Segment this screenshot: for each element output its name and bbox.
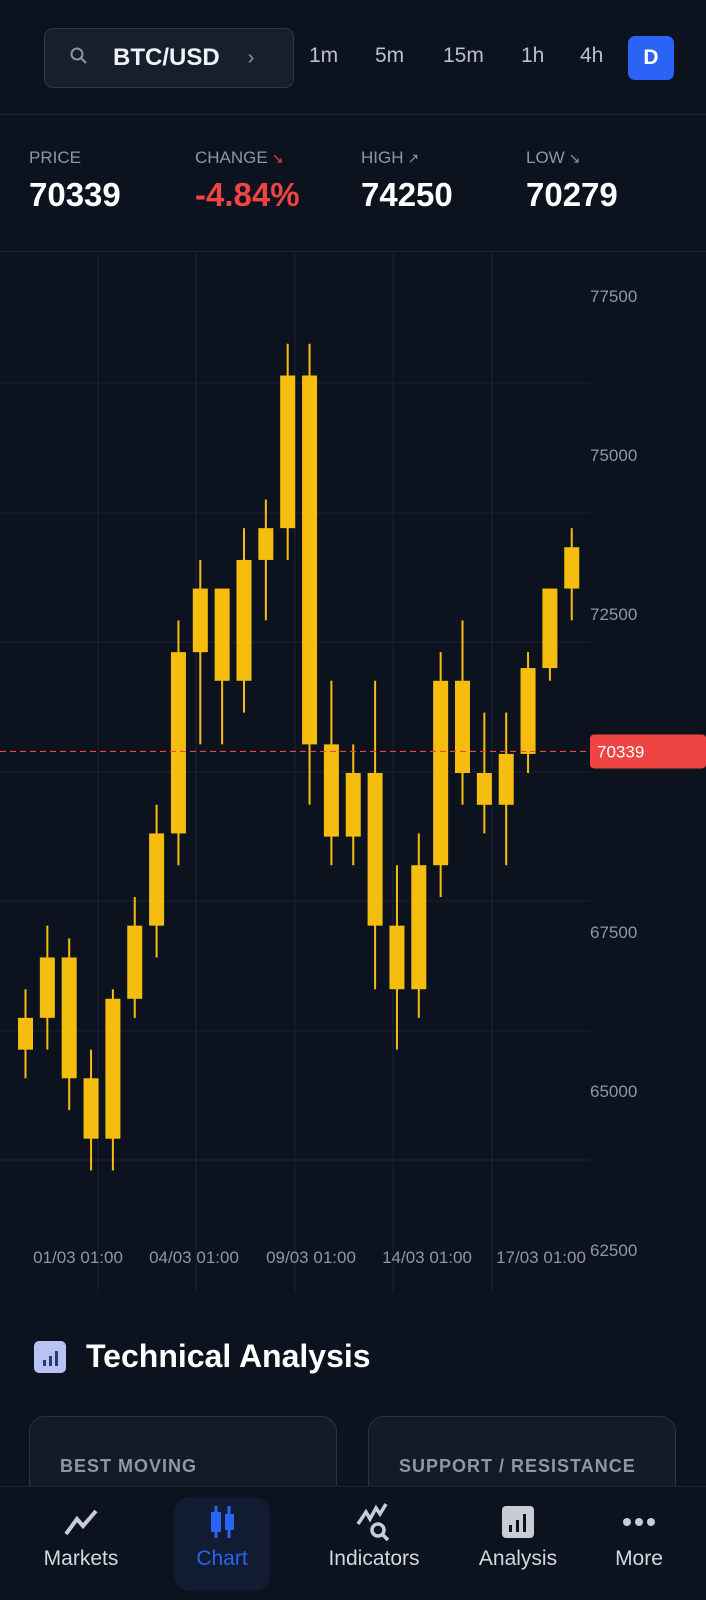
nav-chart[interactable]: Chart — [174, 1497, 270, 1591]
x-tick-label: 14/03 01:00 — [382, 1248, 472, 1267]
candlestick-icon — [174, 1497, 270, 1547]
y-tick-label: 62500 — [590, 1241, 637, 1260]
section-title: Technical Analysis — [86, 1338, 371, 1374]
timeframe-4h[interactable]: 4h — [580, 44, 604, 67]
y-tick-label: 67500 — [590, 923, 637, 942]
current-price-tag — [590, 734, 706, 769]
candle-body — [170, 652, 186, 834]
candle-body — [564, 547, 580, 589]
arrow-up-right-icon: ↗ — [407, 150, 420, 166]
arrow-down-right-icon: ↘ — [271, 150, 284, 166]
candle-body — [236, 559, 252, 681]
timeframe-5m[interactable]: 5m — [375, 44, 405, 67]
nav-label: Indicators — [328, 1547, 420, 1570]
candle-body — [542, 588, 558, 669]
nav-label: Chart — [196, 1547, 248, 1570]
stat-value: 70279 — [526, 176, 618, 213]
candle-body — [389, 925, 405, 990]
technical-analysis-heading: Technical Analysis — [34, 1338, 371, 1375]
y-tick-label: 75000 — [590, 446, 637, 465]
candle-body — [302, 375, 318, 745]
candle-body — [367, 773, 383, 926]
bar-chart-icon — [470, 1497, 566, 1547]
symbol-label: BTC/USD — [113, 44, 220, 71]
arrow-down-right-icon: ↘ — [568, 150, 581, 166]
y-tick-label: 72500 — [590, 605, 637, 624]
trend-line-icon — [33, 1497, 129, 1547]
stat-label: PRICE — [29, 148, 81, 167]
candle-body — [149, 833, 165, 926]
timeframe-1m[interactable]: 1m — [309, 44, 339, 67]
current-price-label: 70339 — [597, 742, 644, 761]
price-stats: PRICE 70339 CHANGE ↘ -4.84% HIGH ↗ 74250 L… — [0, 116, 706, 252]
stat-high: HIGH ↗ 74250 — [361, 148, 453, 214]
x-tick-label: 17/03 01:00 — [496, 1248, 586, 1267]
x-tick-label: 04/03 01:00 — [149, 1248, 239, 1267]
stat-low: LOW ↘ 70279 — [526, 148, 618, 214]
bottom-nav: Markets Chart Indicators Analysis More — [0, 1486, 706, 1600]
nav-label: Markets — [43, 1547, 119, 1570]
nav-indicators[interactable]: Indicators — [320, 1497, 428, 1591]
stat-price: PRICE 70339 — [29, 148, 121, 214]
candle-body — [520, 668, 536, 754]
candle-body — [61, 957, 77, 1079]
timeframe-15m[interactable]: 15m — [443, 44, 484, 67]
nav-analysis[interactable]: Analysis — [470, 1497, 566, 1591]
indicators-search-icon — [320, 1497, 428, 1547]
candle-body — [105, 998, 121, 1139]
stat-label: HIGH — [361, 148, 404, 167]
symbol-search-button[interactable]: BTC/USD › — [44, 28, 294, 88]
chevron-right-icon: › — [247, 46, 255, 69]
bar-chart-icon — [34, 1340, 66, 1373]
candle-body — [323, 744, 339, 837]
timeframe-d[interactable]: D — [628, 36, 674, 80]
y-tick-label: 77500 — [590, 287, 637, 306]
candle-body — [476, 773, 492, 805]
stat-label: CHANGE — [195, 148, 268, 167]
top-bar: BTC/USD › 1m 5m 15m 1h 4h D — [0, 0, 706, 115]
stat-value: 70339 — [29, 176, 121, 213]
candle-body — [455, 680, 470, 773]
stat-value: -4.84% — [195, 176, 300, 213]
nav-markets[interactable]: Markets — [33, 1497, 129, 1591]
candlestick-chart[interactable]: 77500 75000 72500 67500 65000 62500 01/03 01:0… — [0, 253, 706, 1293]
y-tick-label: 65000 — [590, 1082, 637, 1101]
timeframe-1h[interactable]: 1h — [521, 44, 545, 67]
candle-body — [345, 773, 361, 837]
candle-body — [18, 1017, 33, 1050]
stat-change: CHANGE ↘ -4.84% — [195, 148, 300, 214]
nav-label: Analysis — [478, 1547, 558, 1570]
candle-body — [127, 925, 143, 999]
candle-body — [258, 528, 274, 560]
nav-more[interactable]: More — [591, 1497, 687, 1591]
stat-value: 74250 — [361, 176, 453, 213]
candle-body — [411, 865, 427, 990]
nav-label: More — [615, 1547, 663, 1570]
x-tick-label: 01/03 01:00 — [33, 1248, 123, 1267]
x-tick-label: 09/03 01:00 — [266, 1248, 356, 1267]
candle-body — [280, 375, 296, 529]
candle-body — [192, 588, 208, 653]
search-icon — [69, 46, 91, 71]
candle-body — [39, 957, 55, 1018]
more-dots-icon — [591, 1497, 687, 1547]
candle-body — [433, 680, 449, 866]
candle-body — [83, 1078, 99, 1139]
stat-label: LOW — [526, 148, 565, 167]
candle-body — [214, 588, 230, 681]
candle-body — [498, 753, 514, 805]
